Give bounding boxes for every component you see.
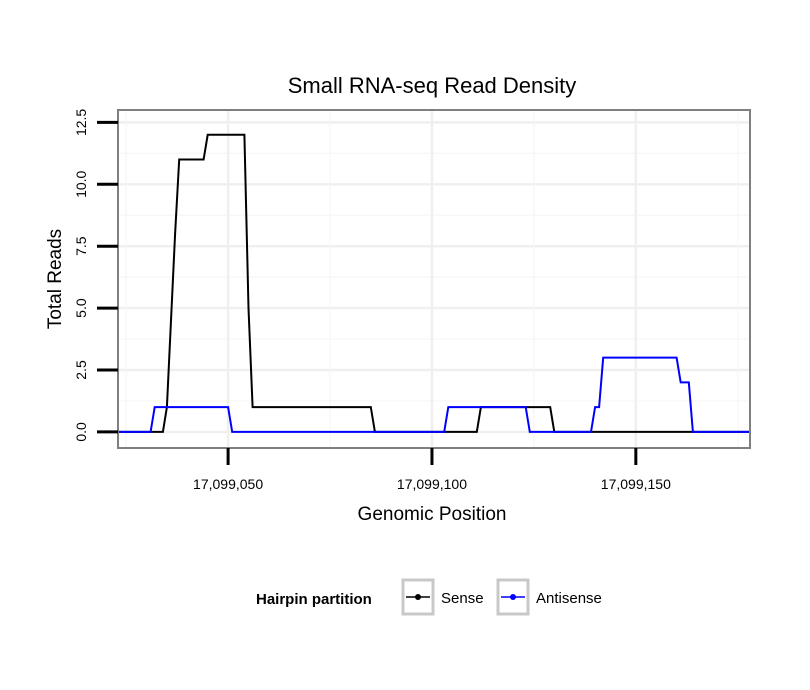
y-tick-label: 10.0 — [73, 170, 89, 197]
y-tick-label: 12.5 — [73, 109, 89, 136]
legend-label-sense: Sense — [441, 590, 484, 607]
legend-label-antisense: Antisense — [536, 590, 602, 607]
y-tick-label: 7.5 — [73, 236, 89, 256]
plot-border — [117, 109, 751, 449]
grid — [118, 110, 750, 448]
y-axis-title: Total Reads — [45, 229, 66, 329]
series-layer — [118, 133, 750, 433]
series-line-sense — [118, 133, 750, 433]
legend-item-antisense[interactable]: Antisense — [496, 578, 602, 616]
axes: 0.0 2.5 5.0 7.5 10.0 12.5 17,099,050 17,099,100… — [73, 109, 671, 492]
y-tick-label: 2.5 — [73, 360, 89, 380]
y-tick-label: 0.0 — [73, 422, 89, 442]
x-axis-title: Genomic Position — [358, 504, 507, 525]
legend-dot-antisense — [510, 594, 516, 600]
x-tick-label: 17,099,150 — [601, 476, 671, 492]
series-line-antisense — [118, 356, 750, 433]
legend: Hairpin partition Sense Antisense — [256, 578, 602, 616]
x-tick-label: 17,099,100 — [397, 476, 467, 492]
legend-title: Hairpin partition — [256, 591, 372, 608]
x-tick-label: 17,099,050 — [193, 476, 263, 492]
y-tick-label: 5.0 — [73, 298, 89, 318]
legend-dot-sense — [415, 594, 421, 600]
chart-title: Small RNA-seq Read Density — [288, 73, 577, 98]
legend-item-sense[interactable]: Sense — [401, 578, 484, 616]
